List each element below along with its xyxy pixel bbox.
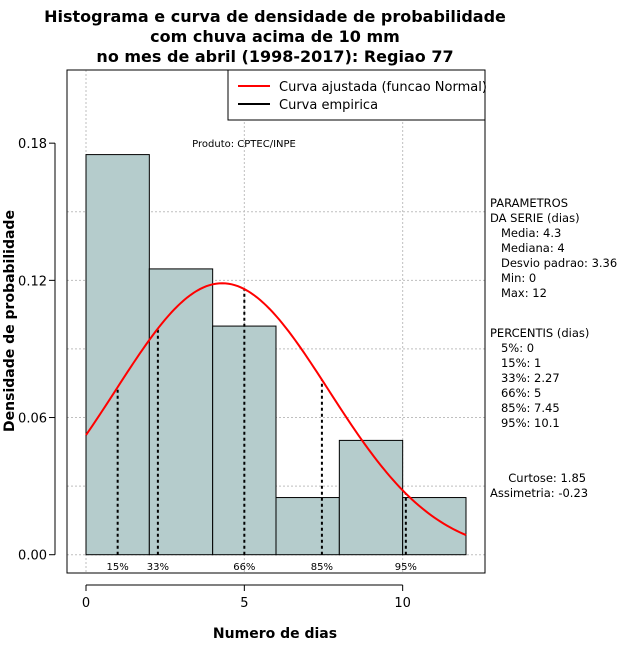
y-tick-label-1: 0.06 [18,412,47,427]
chart-title-line-1: Histograma e curva de densidade de proba… [44,7,506,26]
histogram-bar-3 [275,497,340,556]
parametros-line-5: Min: 0 [490,271,536,285]
parametros-line-0: PARAMETROS [490,196,568,210]
y-axis-label: Densidade de probabilidade [2,210,18,432]
legend-box [227,69,486,121]
shape-stats-line-1: Assimetria: -0.23 [490,486,588,500]
parametros-line-4: Desvio padrao: 3.36 [490,256,617,270]
legend-label-empirical: Curva empirica [279,98,378,113]
x-tick-label-0: 0 [82,596,90,611]
y-tick-label-3: 0.18 [18,137,47,152]
legend-label-normal: Curva ajustada (funcao Normal) [279,80,487,95]
percentile-marker-label-1: 33% [147,562,169,573]
x-axis-label: Numero de dias [213,626,337,642]
legend: Curva ajustada (funcao Normal) Curva emp… [227,69,487,121]
percentis-line-6: 95%: 10.1 [490,416,560,430]
shape-stats-line-0: Curtose: 1.85 [490,471,586,485]
y-tick-label-2: 0.12 [18,274,47,289]
percentis-line-1: 5%: 0 [490,341,534,355]
parametros-line-2: Media: 4.3 [490,226,561,240]
percentile-marker-label-0: 15% [107,562,129,573]
chart-title-line-3: no mes de abril (1998-2017): Regiao 77 [96,47,453,66]
histogram-bars [85,154,467,556]
parametros-line-6: Max: 12 [490,286,547,300]
normal-curve [85,282,467,536]
y-tick-label-0: 0.00 [18,549,47,564]
product-annotation: Produto: CPTEC/INPE [192,139,296,150]
percentile-markers: 15% 33% 66% 85% 95% [107,289,417,573]
x-tick-label-1: 5 [240,596,248,611]
percentile-marker-label-4: 95% [395,562,417,573]
percentis-line-0: PERCENTIS (dias) [490,326,589,340]
percentis-line-4: 66%: 5 [490,386,541,400]
parametros-line-3: Mediana: 4 [490,241,565,255]
parametros-line-1: DA SERIE (dias) [490,211,580,225]
histogram-bar-5 [402,497,467,556]
percentis-line-2: 15%: 1 [490,356,541,370]
x-tick-label-2: 10 [394,596,411,611]
percentile-marker-label-3: 85% [311,562,333,573]
axes: 0 5 10 0.00 0.06 0.12 0.18 [18,137,411,611]
percentis-line-3: 33%: 2.27 [490,371,560,385]
chart-title-line-2: com chuva acima de 10 mm [150,27,400,46]
histogram-bar-4 [338,439,404,556]
normal-curve-line [85,282,467,536]
percentis-line-5: 85%: 7.45 [490,401,560,415]
percentile-marker-label-2: 66% [233,562,255,573]
